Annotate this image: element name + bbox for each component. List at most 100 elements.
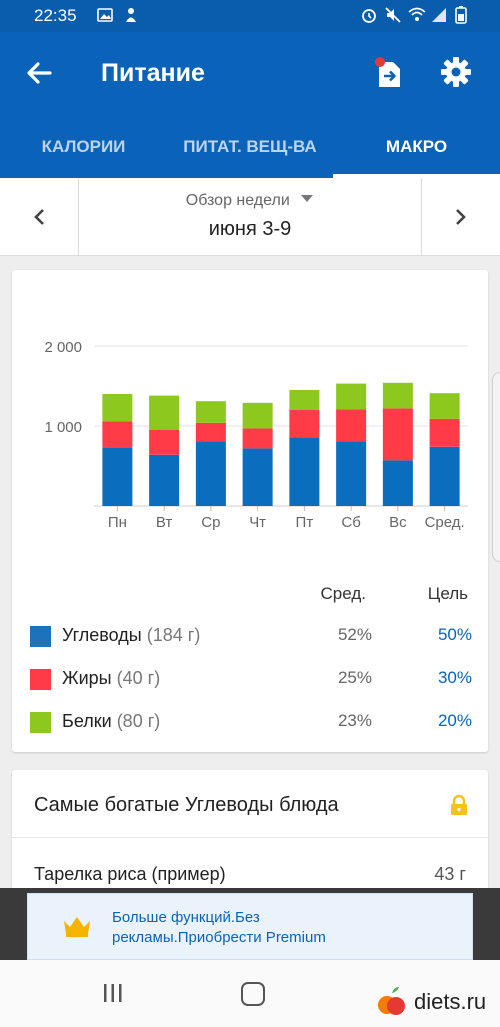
premium-banner[interactable]: Больше функций.Без рекламы.Приобрести Pr… <box>27 893 473 960</box>
bar-segment <box>149 454 180 506</box>
macro-grams: (184 г) <box>146 625 201 645</box>
food-item-name[interactable]: Тарелка риса (пример) <box>34 864 226 884</box>
macro-row-carbs: Углеводы (184 г) 52% 50% <box>30 621 472 651</box>
carbs-swatch <box>30 626 51 647</box>
divider <box>421 178 422 256</box>
x-tick-label: Ср <box>201 514 220 531</box>
bar-segment <box>382 460 413 506</box>
macro-avg: 23% <box>337 711 372 730</box>
dropdown-arrow-icon <box>301 195 314 202</box>
bar-segment <box>429 418 460 447</box>
bar-segment <box>429 446 460 506</box>
system-nav-bar <box>0 960 500 1027</box>
battery-icon <box>452 6 470 24</box>
macro-avg: 52% <box>337 625 372 644</box>
bar-segment <box>382 382 413 409</box>
bar-segment <box>429 393 460 419</box>
rich-foods-title: Самые богатые Углеводы блюда <box>34 794 339 816</box>
page-title: Питание <box>101 59 205 87</box>
x-tick-label: Сред. <box>425 514 465 531</box>
bar-segment <box>289 410 320 438</box>
week-overview-dropdown[interactable]: Обзор недели <box>78 192 422 210</box>
next-week-button[interactable] <box>422 178 500 256</box>
export-icon[interactable] <box>372 56 406 92</box>
chevron-left-icon <box>34 209 44 225</box>
divider <box>78 178 79 256</box>
macro-chart: 1 000 2 000 Пн Вт Ср Чт Пт Сб Вс Сред. <box>44 339 468 531</box>
bar-segment <box>102 394 133 422</box>
wifi-icon <box>408 6 426 24</box>
macros-card: 1 000 2 000 Пн Вт Ср Чт Пт Сб Вс Сред. Сред. Цель… <box>12 270 488 752</box>
goal-header: Цель <box>427 584 468 603</box>
macro-goal[interactable]: 20% <box>437 711 472 730</box>
gear-icon[interactable] <box>438 54 474 90</box>
bar-segment <box>149 430 180 455</box>
divider <box>12 837 488 838</box>
chevron-right-icon <box>456 209 466 225</box>
recent-apps-icon[interactable] <box>102 982 124 1004</box>
bar-segment <box>289 390 320 410</box>
mute-icon <box>384 6 402 24</box>
macro-avg: 25% <box>337 668 372 687</box>
bar-segment <box>195 401 226 423</box>
home-button-icon[interactable] <box>241 982 265 1006</box>
macro-grams: (40 г) <box>116 668 161 688</box>
bar-segment <box>195 441 226 506</box>
x-tick-label: Вс <box>389 514 407 531</box>
watermark-text: diets.ru <box>414 989 487 1014</box>
bar-segment <box>242 402 273 429</box>
arrow-back-icon[interactable] <box>22 56 56 90</box>
y-tick-label: 1 000 <box>44 419 82 436</box>
macro-goal[interactable]: 30% <box>437 668 472 687</box>
lock-icon[interactable] <box>449 794 469 816</box>
x-tick-label: Вт <box>156 514 173 531</box>
prev-week-button[interactable] <box>0 178 78 256</box>
x-tick-label: Пн <box>108 514 127 531</box>
x-tick-label: Пт <box>296 514 314 531</box>
bar-segment <box>382 408 413 461</box>
bar-segment <box>195 422 226 442</box>
tab-calories[interactable]: КАЛОРИИ <box>41 137 126 156</box>
macro-goal[interactable]: 50% <box>437 625 472 644</box>
avg-header: Сред. <box>320 584 366 603</box>
status-time: 22:35 <box>34 6 77 25</box>
bar-segment <box>149 395 180 430</box>
apple-logo-icon <box>378 987 405 1015</box>
week-overview-label: Обзор недели <box>185 192 290 209</box>
macro-grams: (80 г) <box>116 711 161 731</box>
status-bar: 22:35 <box>0 0 500 32</box>
watermark: diets.ru <box>376 985 486 1019</box>
week-range: июня 3-9 <box>208 218 292 240</box>
tab-macros[interactable]: МАКРО <box>385 137 448 156</box>
protein-swatch <box>30 712 51 733</box>
bar-segment <box>289 437 320 506</box>
bar-segment <box>242 448 273 506</box>
food-item-amount: 43 г <box>434 864 466 884</box>
crown-icon <box>62 914 92 938</box>
x-tick-label: Чт <box>249 514 266 531</box>
app-bar: Питание <box>0 32 500 116</box>
signal-icon <box>430 6 448 24</box>
bar-segment <box>102 447 133 506</box>
macro-row-fat: Жиры (40 г) 25% 30% <box>30 664 472 694</box>
image-icon <box>96 6 114 24</box>
week-selector: Обзор недели июня 3-9 <box>0 178 500 256</box>
bar-segment <box>336 383 367 410</box>
x-tick-label: Сб <box>341 514 360 531</box>
macro-row-protein: Белки (80 г) 23% 20% <box>30 707 472 737</box>
alarm-icon <box>360 6 378 24</box>
tab-bar: КАЛОРИИ ПИТАТ. ВЕЩ-ВА МАКРО <box>0 116 500 178</box>
bar-segment <box>102 421 133 448</box>
scrollbar[interactable] <box>492 372 500 562</box>
fat-swatch <box>30 669 51 690</box>
tab-indicator <box>333 174 500 178</box>
bar-segment <box>336 409 367 442</box>
premium-banner-text: Больше функций.Без рекламы.Приобрести Pr… <box>112 909 326 946</box>
person-icon <box>122 6 140 24</box>
bar-segment <box>242 428 273 449</box>
tab-nutrients[interactable]: ПИТАТ. ВЕЩ-ВА <box>183 137 317 156</box>
y-tick-label: 2 000 <box>44 339 82 356</box>
bar-segment <box>336 441 367 506</box>
macro-name: Жиры <box>62 668 112 688</box>
macro-name: Белки <box>62 711 112 731</box>
